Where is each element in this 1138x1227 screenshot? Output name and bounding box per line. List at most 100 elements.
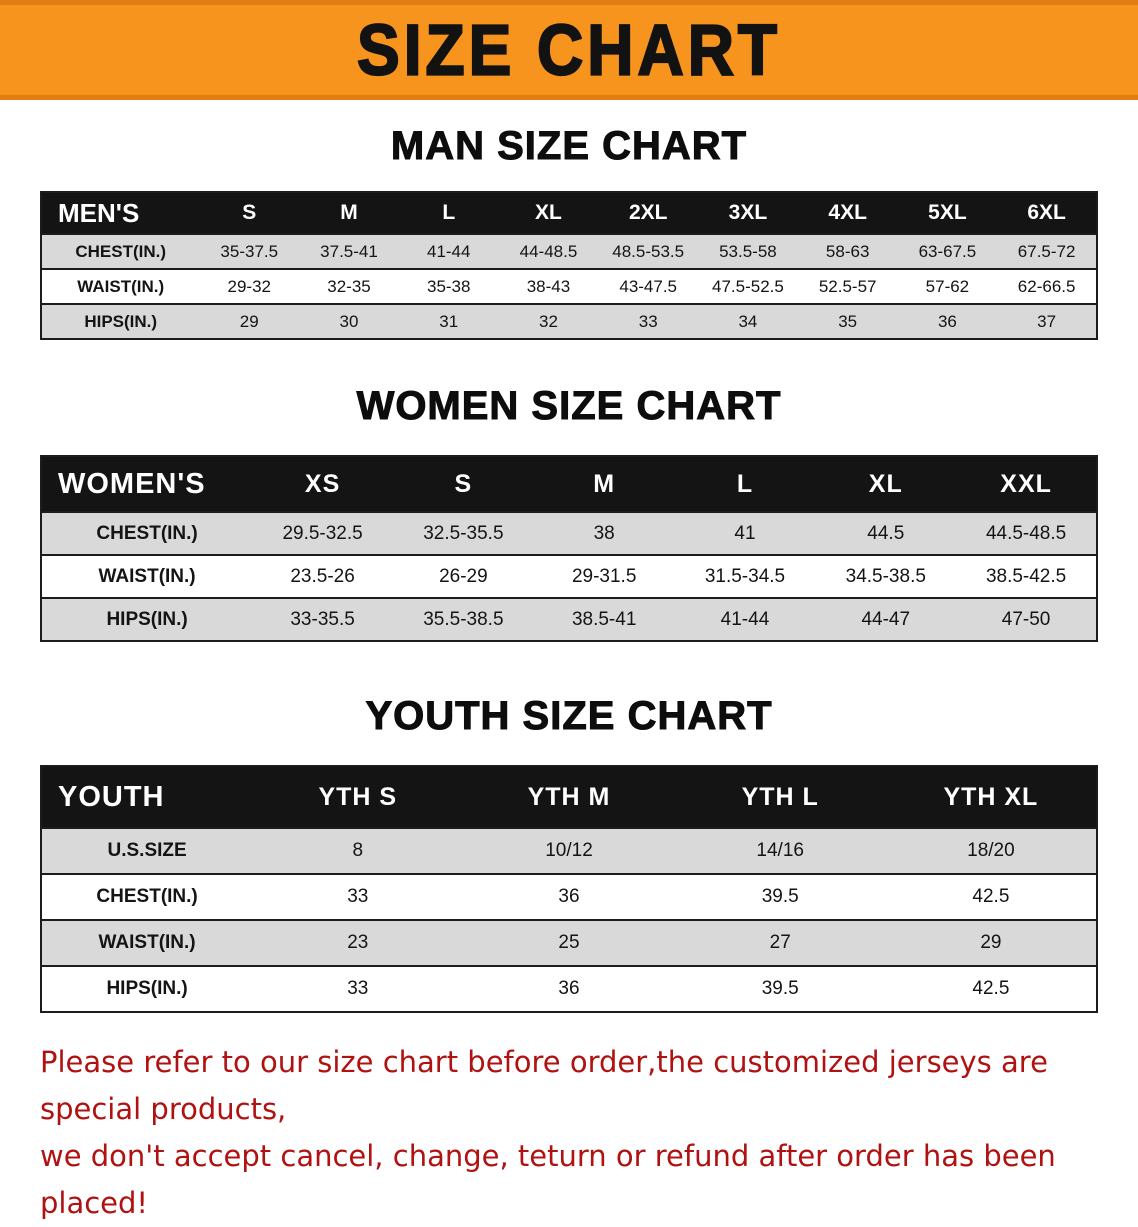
banner: SIZE CHART (0, 0, 1138, 100)
notice: Please refer to our size chart before or… (40, 1039, 1098, 1227)
row-label: WAIST(IN.) (77, 276, 165, 296)
size-value-cell: 18/20 (967, 840, 1015, 861)
table-row: HIPS(IN.) 33-35.5 35.5-38.5 38.5-41 41-44 44-… (41, 598, 1097, 641)
size-value-cell: 34.5-38.5 (845, 565, 926, 587)
row-label: WAIST(IN.) (98, 932, 196, 953)
section-heading: WOMEN SIZE CHART (356, 384, 782, 429)
size-column-header: XXL (956, 456, 1097, 512)
size-column-header: 5XL (897, 192, 998, 234)
table-group-label: MEN'S (41, 192, 200, 234)
size-value-cell: 29-32 (227, 276, 271, 296)
size-value-cell: 41-44 (720, 608, 770, 630)
row-label: HIPS(IN.) (106, 978, 188, 999)
size-value-cell: 27 (769, 932, 791, 953)
size-column-header: 2XL (598, 192, 699, 234)
sections-container: MAN SIZE CHART MEN'S S M L XL 2XL 3XL 4XL 5XL 6XL C… (0, 124, 1138, 1013)
table-header-row: WOMEN'S XS S M L XL XXL (41, 456, 1097, 512)
size-value-cell: 35-38 (426, 276, 471, 296)
size-table: YOUTH YTH S YTH M YTH L YTH XL U.S.SIZE 8 10/12… (40, 765, 1098, 1013)
size-value-cell: 36 (937, 311, 957, 331)
table-group-label: YOUTH (41, 766, 253, 828)
size-value-cell: 25 (558, 932, 580, 953)
size-value-cell: 42.5 (972, 978, 1010, 999)
size-value-cell: 44-48.5 (519, 241, 578, 261)
size-value-cell: 47.5-52.5 (712, 276, 784, 296)
size-column-header: 6XL (997, 192, 1097, 234)
size-column-header: YTH L (674, 766, 886, 828)
size-value-cell: 41-44 (426, 241, 471, 261)
size-value-cell: 39.5 (761, 886, 799, 907)
row-label: HIPS(IN.) (84, 311, 158, 331)
notice-line-2: we don't accept cancel, change, teturn o… (40, 1138, 1056, 1220)
size-value-cell: 48.5-53.5 (612, 241, 685, 261)
size-value-cell: 33 (347, 886, 369, 907)
size-column-header: S (392, 456, 534, 512)
size-column-header: XL (815, 456, 957, 512)
table-row: U.S.SIZE 8 10/12 14/16 18/20 (41, 828, 1097, 874)
size-value-cell: 39.5 (761, 978, 799, 999)
size-value-cell: 32 (539, 311, 558, 331)
size-value-cell: 30 (339, 311, 359, 331)
size-column-header: M (533, 456, 675, 512)
size-value-cell: 38 (593, 522, 615, 544)
size-table: MEN'S S M L XL 2XL 3XL 4XL 5XL 6XL CHEST(IN.) 35-37… (40, 191, 1098, 340)
size-column-header: S (199, 192, 300, 234)
size-column-header: 3XL (698, 192, 798, 234)
size-value-cell: 35.5-38.5 (423, 608, 504, 630)
table-group-label: WOMEN'S (41, 456, 253, 512)
table-header-row: MEN'S S M L XL 2XL 3XL 4XL 5XL 6XL (41, 192, 1097, 234)
row-label: HIPS(IN.) (106, 608, 188, 630)
row-label: U.S.SIZE (107, 840, 187, 861)
size-value-cell: 53.5-58 (719, 241, 777, 261)
size-value-cell: 33 (638, 311, 658, 331)
row-label: CHEST(IN.) (96, 886, 198, 907)
size-value-cell: 33 (347, 978, 369, 999)
size-value-cell: 8 (352, 840, 364, 861)
size-value-cell: 41 (734, 522, 756, 544)
size-value-cell: 44.5 (867, 522, 905, 544)
table-header-row: YOUTH YTH S YTH M YTH L YTH XL (41, 766, 1097, 828)
table-row: HIPS(IN.) 33 36 39.5 42.5 (41, 966, 1097, 1012)
size-value-cell: 52.5-57 (818, 276, 877, 296)
table-row: CHEST(IN.) 33 36 39.5 42.5 (41, 874, 1097, 920)
table-row: CHEST(IN.) 29.5-32.5 32.5-35.5 38 41 44.5 44.5… (41, 512, 1097, 555)
size-value-cell: 57-62 (925, 276, 970, 296)
size-value-cell: 62-66.5 (1017, 276, 1076, 296)
size-value-cell: 31 (439, 311, 459, 331)
size-value-cell: 29 (980, 932, 1002, 953)
size-column-header: XL (498, 192, 599, 234)
size-value-cell: 29.5-32.5 (282, 522, 363, 544)
size-value-cell: 47-50 (1001, 608, 1051, 630)
size-value-cell: 37.5-41 (320, 241, 378, 261)
table-row: WAIST(IN.) 23 25 27 29 (41, 920, 1097, 966)
table-row: HIPS(IN.) 29 30 31 32 33 34 35 36 37 (41, 304, 1097, 339)
size-column-header: M (299, 192, 399, 234)
size-value-cell: 36 (558, 886, 580, 907)
size-value-cell: 58-63 (825, 241, 870, 261)
row-label: WAIST(IN.) (98, 565, 196, 587)
size-value-cell: 34 (738, 311, 758, 331)
size-value-cell: 35 (838, 311, 858, 331)
size-value-cell: 31.5-34.5 (704, 565, 786, 587)
table-row: CHEST(IN.) 35-37.5 37.5-41 41-44 44-48.5 48.5… (41, 234, 1097, 269)
size-value-cell: 10/12 (545, 840, 593, 861)
table-row: WAIST(IN.) 23.5-26 26-29 29-31.5 31.5-34.5 34… (41, 555, 1097, 598)
size-column-header: YTH M (463, 766, 675, 828)
notice-line-1: Please refer to our size chart before or… (40, 1045, 1048, 1126)
table-row: WAIST(IN.) 29-32 32-35 35-38 38-43 43-47.5 47.… (41, 269, 1097, 304)
size-value-cell: 38-43 (526, 276, 571, 296)
size-value-cell: 33-35.5 (290, 608, 355, 630)
size-column-header: L (398, 192, 499, 234)
man-size-chart-section: MAN SIZE CHART MEN'S S M L XL 2XL 3XL 4XL 5XL 6XL C… (0, 124, 1138, 340)
section-heading: YOUTH SIZE CHART (365, 694, 773, 739)
size-value-cell: 37 (1037, 311, 1057, 331)
size-value-cell: 38.5-41 (571, 608, 637, 630)
size-value-cell: 44.5-48.5 (985, 522, 1067, 544)
size-value-cell: 14/16 (756, 840, 804, 861)
size-value-cell: 44-47 (861, 608, 911, 630)
size-value-cell: 26-29 (439, 565, 488, 587)
size-column-header: L (674, 456, 816, 512)
size-column-header: XS (252, 456, 393, 512)
size-value-cell: 42.5 (972, 886, 1010, 907)
